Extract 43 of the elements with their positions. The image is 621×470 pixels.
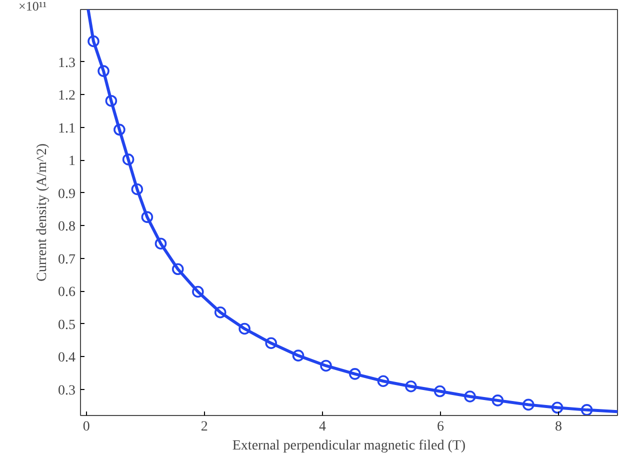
y-tick-label: 0.6 — [58, 285, 76, 300]
x-axis-title: External perpendicular magnetic filed (T) — [232, 438, 466, 454]
y-tick-label: 0.9 — [58, 186, 76, 202]
point — [464, 390, 476, 402]
point — [434, 385, 446, 398]
x-tick-label: 0 — [82, 420, 90, 434]
point — [551, 402, 564, 414]
y-tick-label: 1.3 — [58, 56, 76, 71]
point — [377, 375, 390, 388]
y-tick-label: 0.8 — [58, 220, 76, 235]
y-tick-label: 0.3 — [58, 383, 76, 398]
point — [265, 337, 278, 350]
point — [172, 263, 184, 276]
point — [88, 35, 100, 48]
point — [131, 183, 144, 196]
point — [154, 238, 167, 250]
point — [122, 154, 134, 166]
y-tick-label: 0.4 — [58, 350, 76, 366]
point — [492, 394, 504, 406]
text: ×10¹¹ — [18, 0, 47, 14]
point — [580, 404, 593, 416]
point — [214, 306, 226, 318]
y-tick-label: 0.7 — [58, 252, 76, 268]
point — [98, 65, 110, 77]
point — [238, 322, 250, 335]
point — [105, 94, 118, 107]
y-tick-label: 0.5 — [58, 318, 76, 333]
point — [141, 211, 154, 223]
x-tick-label: 8 — [554, 420, 562, 434]
point — [292, 350, 304, 362]
point — [320, 360, 332, 372]
y-tick-label: 1.2 — [58, 88, 76, 104]
x-tick-label: 4 — [318, 420, 326, 434]
point — [192, 286, 204, 298]
point — [405, 380, 417, 392]
point — [522, 398, 534, 411]
point — [349, 368, 361, 380]
y-axis-title: Current density (A/m^2) — [35, 143, 50, 282]
x-tick-label: 2 — [200, 420, 208, 434]
x-tick-label: 6 — [436, 420, 444, 434]
point — [114, 124, 126, 136]
y-tick-label: 1 — [68, 154, 76, 170]
y-tick-label: 1.1 — [58, 121, 76, 136]
